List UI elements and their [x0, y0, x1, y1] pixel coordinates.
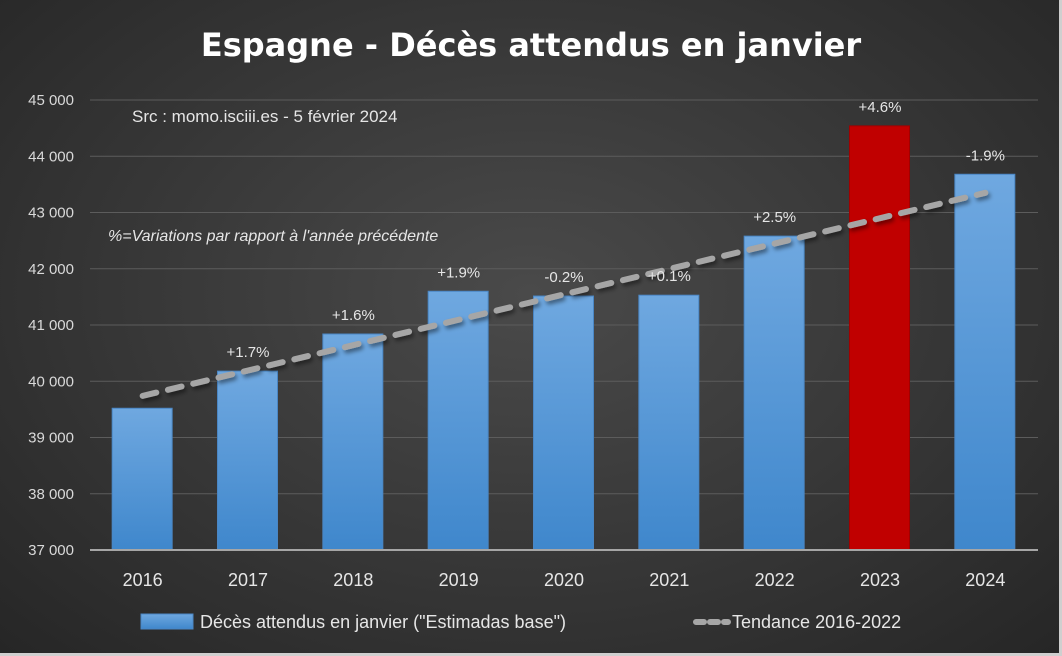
data-label-2018: +1.6%	[332, 307, 375, 324]
trend-line-group	[139, 189, 989, 399]
data-label-2020: -0.2%	[544, 269, 583, 286]
y-axis: 37 000 38 000 39 000 40 000 41 000 42 000 43 0…	[28, 92, 74, 559]
bar-2021	[638, 294, 700, 551]
x-tick-label: 2022	[755, 570, 795, 590]
legend: Décès attendus en janvier ("Estimadas ba…	[140, 612, 901, 632]
chart-title: Espagne - Décès attendus en janvier	[201, 26, 862, 64]
bar-2022	[743, 235, 805, 551]
x-tick-label: 2023	[860, 570, 900, 590]
x-tick-label: 2017	[228, 570, 268, 590]
x-tick-label: 2018	[333, 570, 373, 590]
bar-2016	[111, 407, 173, 551]
x-axis: 2016 2017 2018 2019 2020 2021 2022 2023 2024	[123, 570, 1006, 590]
bar-2019	[427, 290, 489, 551]
bar-2023	[849, 125, 910, 551]
data-label-2022: +2.5%	[753, 209, 796, 226]
y-tick-label: 37 000	[28, 542, 74, 559]
trend-line	[139, 189, 989, 399]
data-label-2021: +0.1%	[648, 268, 691, 285]
data-label-2023: +4.6%	[859, 99, 902, 116]
bar-2018	[322, 333, 384, 551]
legend-trend-label: Tendance 2016-2022	[732, 612, 901, 632]
variation-note: %=Variations par rapport à l'année précé…	[108, 228, 438, 245]
y-tick-label: 44 000	[28, 148, 74, 165]
bar-2024	[954, 173, 1016, 551]
bar-2017	[217, 370, 278, 551]
y-tick-label: 39 000	[28, 430, 74, 447]
x-tick-label: 2019	[439, 570, 479, 590]
x-tick-label: 2020	[544, 570, 584, 590]
y-tick-label: 42 000	[28, 261, 74, 278]
y-tick-label: 43 000	[28, 205, 74, 222]
legend-bar-swatch	[140, 613, 194, 630]
data-labels: +1.7% +1.6% +1.9% -0.2% +0.1% +2.5% +4.6% -1.9%	[227, 99, 1005, 361]
legend-bar-label: Décès attendus en janvier ("Estimadas ba…	[200, 612, 566, 632]
source-annotation: Src : momo.isciii.es - 5 février 2024	[132, 107, 397, 126]
x-tick-label: 2024	[965, 570, 1005, 590]
y-tick-label: 41 000	[28, 317, 74, 334]
y-tick-label: 40 000	[28, 373, 74, 390]
y-tick-label: 38 000	[28, 486, 74, 503]
data-label-2019: +1.9%	[437, 264, 480, 281]
data-label-2017: +1.7%	[227, 344, 270, 361]
x-tick-label: 2016	[123, 570, 163, 590]
y-tick-label: 45 000	[28, 92, 74, 109]
bars	[111, 125, 1016, 551]
bar-2020	[533, 295, 594, 551]
x-tick-label: 2021	[649, 570, 689, 590]
data-label-2024: -1.9%	[966, 147, 1005, 164]
